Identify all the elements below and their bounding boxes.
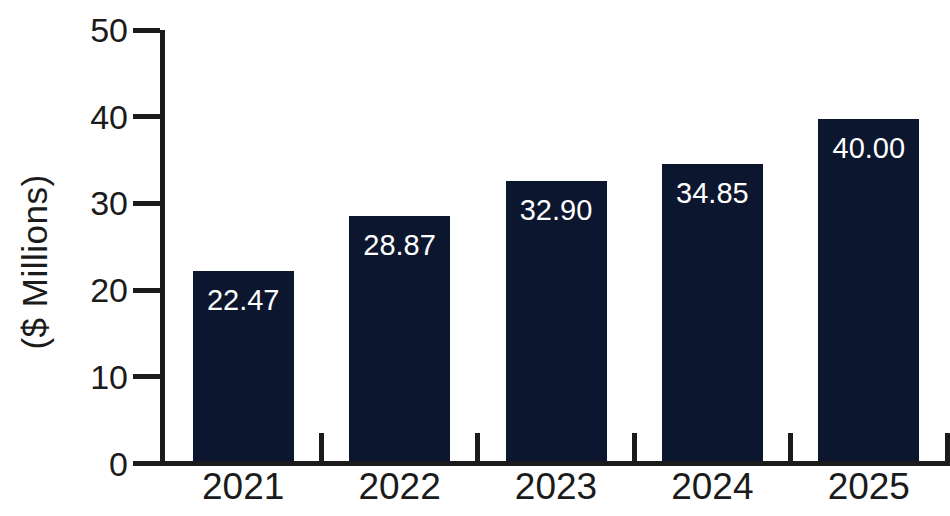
- y-tick-label: 50: [25, 12, 128, 48]
- bar-2022: 28.87: [349, 216, 450, 466]
- bar-chart-figure: ($ Millions) 01020304050 22.4728.8732.90…: [0, 0, 950, 516]
- y-tick-mark: [133, 201, 160, 206]
- x-category-label: 2023: [478, 467, 634, 507]
- y-tick-label: 30: [25, 185, 128, 221]
- bar-2025: 40.00: [818, 119, 919, 466]
- x-category-label: 2022: [321, 467, 477, 507]
- bar-value-label: 32.90: [506, 196, 607, 225]
- y-tick-label: 20: [25, 272, 128, 308]
- x-axis-line: [137, 461, 947, 466]
- bar-value-label: 22.47: [193, 286, 294, 315]
- y-axis-line: [160, 30, 165, 466]
- y-tick-mark: [133, 114, 160, 119]
- bar-value-label: 34.85: [662, 179, 763, 208]
- y-tick-mark: [133, 288, 160, 293]
- y-tick-label: 0: [25, 446, 128, 482]
- y-tick-mark: [133, 374, 160, 379]
- x-category-label: 2021: [165, 467, 321, 507]
- bar-2021: 22.47: [193, 271, 294, 466]
- y-tick-label: 10: [25, 359, 128, 395]
- bar-2024: 34.85: [662, 164, 763, 466]
- y-tick-mark: [133, 461, 160, 466]
- plot-area: 01020304050 22.4728.8732.9034.8540.00 20…: [165, 30, 947, 466]
- x-category-label: 2025: [791, 467, 947, 507]
- y-tick-mark: [133, 28, 160, 33]
- y-tick-label: 40: [25, 99, 128, 135]
- bar-value-label: 40.00: [818, 134, 919, 163]
- x-category-label: 2024: [634, 467, 790, 507]
- bar-value-label: 28.87: [349, 231, 450, 260]
- bar-2023: 32.90: [506, 181, 607, 466]
